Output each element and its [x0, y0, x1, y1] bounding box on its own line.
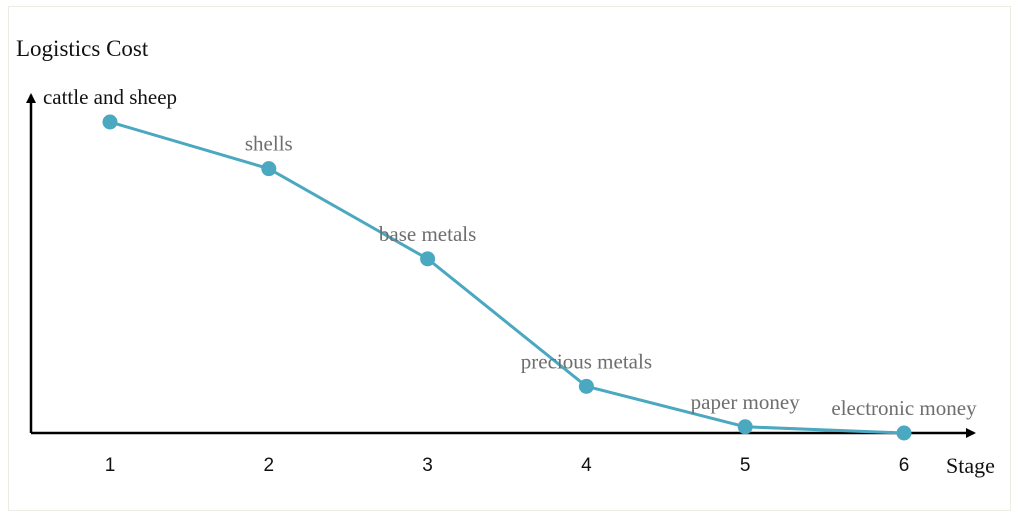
y-axis-label: Logistics Cost [16, 36, 149, 61]
x-axis-label: Stage [946, 453, 995, 478]
x-tick-label: 5 [740, 455, 751, 476]
x-tick-label: 3 [422, 455, 433, 476]
x-tick-label: 2 [264, 455, 275, 476]
series-line [109, 120, 905, 435]
data-point [737, 419, 753, 435]
data-point [261, 161, 277, 177]
series-group: cattle and sheep 1 shells 2 base metals 3 prec… [43, 85, 977, 476]
data-point [420, 251, 436, 267]
point-label: electronic money [831, 396, 977, 420]
point-label: cattle and sheep [43, 85, 177, 109]
x-tick-label: 1 [105, 455, 116, 476]
x-tick-label: 6 [899, 455, 910, 476]
point-label: paper money [691, 390, 801, 414]
data-point [896, 425, 912, 441]
x-tick-label: 4 [581, 455, 592, 476]
point-label: shells [245, 132, 293, 156]
data-point [578, 378, 594, 394]
chart-frame [8, 6, 1011, 511]
data-point [102, 114, 118, 130]
point-label: base metals [379, 222, 476, 246]
point-label: precious metals [521, 349, 652, 373]
